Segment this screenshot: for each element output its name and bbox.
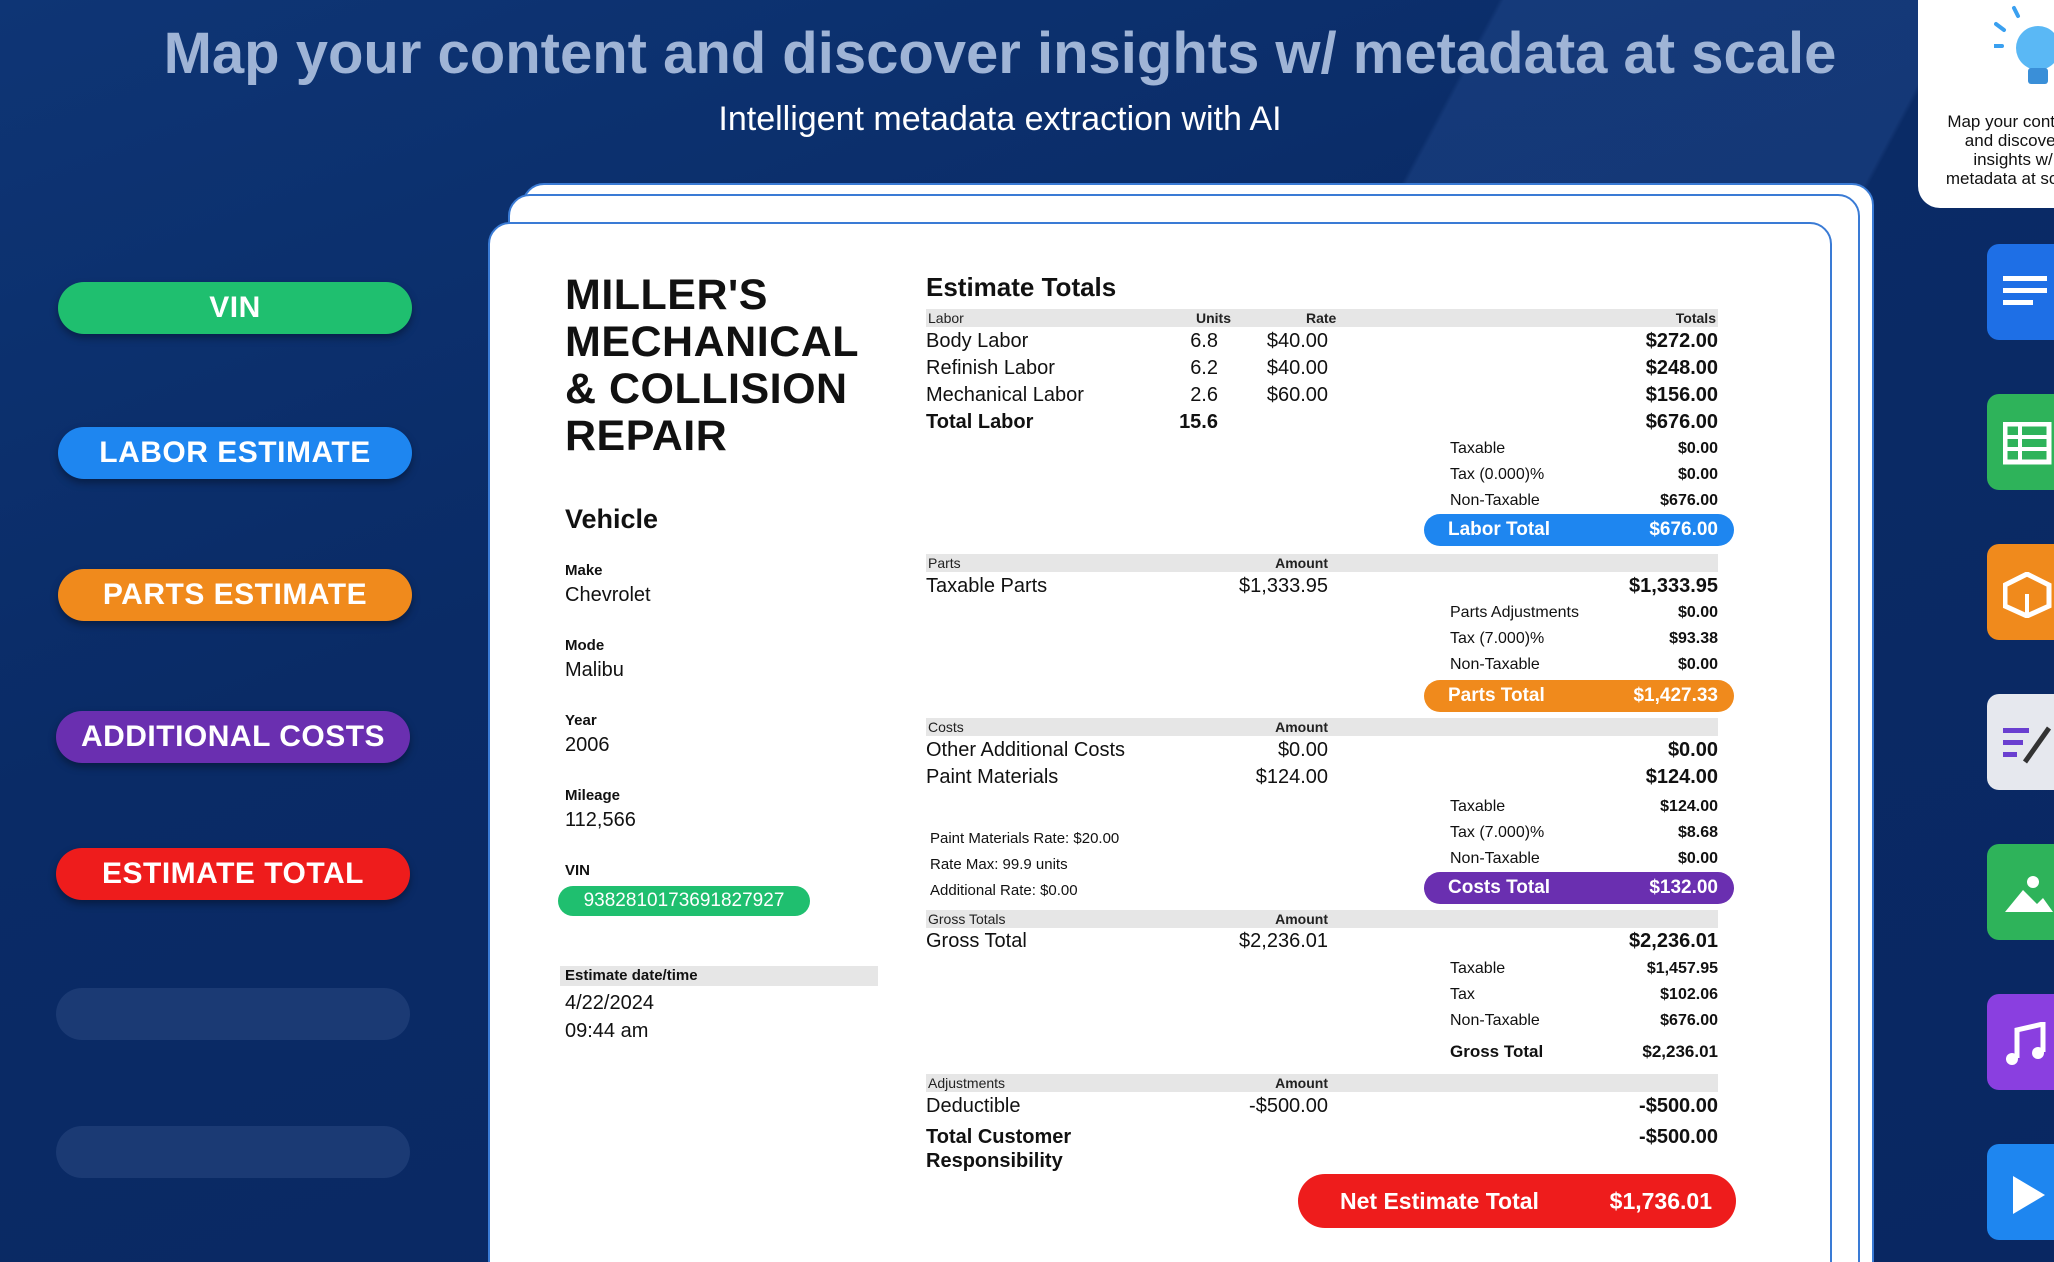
mileage-label: Mileage (565, 787, 621, 804)
table-row: Refinish Labor 6.2 $40.00 $248.00 (926, 357, 1718, 379)
parts-sub-row: Tax (7.000)% $93.38 (1450, 630, 1718, 647)
additional-rate-note: Additional Rate: $0.00 (930, 882, 1078, 899)
costs-header-row: Costs Amount (926, 718, 1718, 736)
spreadsheet-icon[interactable] (1987, 394, 2054, 490)
make-label: Make (565, 562, 603, 579)
make-value: Chevrolet (565, 584, 651, 606)
insight-card-text: Map your content and discover insights w… (1945, 112, 2054, 188)
table-row: Mechanical Labor 2.6 $60.00 $156.00 (926, 384, 1718, 406)
net-estimate-total-badge: Net Estimate Total $1,736.01 (1298, 1174, 1736, 1228)
parts-total-badge: Parts Total $1,427.33 (1424, 680, 1734, 712)
model-label: Mode (565, 637, 605, 654)
labor-sub-row: Taxable $0.00 (1450, 440, 1718, 457)
labor-total-badge: Labor Total $676.00 (1424, 514, 1734, 546)
year-value: 2006 (565, 734, 610, 756)
package-icon[interactable] (1987, 544, 2054, 640)
total-labor-row: Total Labor 15.6 $676.00 (926, 411, 1718, 433)
page-headline: Map your content and discover insights w… (163, 21, 1837, 86)
table-row: Gross Total $2,236.01 $2,236.01 (926, 930, 1718, 952)
costs-sub-row: Non-Taxable $0.00 (1450, 850, 1718, 867)
costs-total-badge: Costs Total $132.00 (1424, 872, 1734, 904)
category-pill-placeholder (56, 988, 410, 1040)
parts-sub-row: Non-Taxable $0.00 (1450, 656, 1718, 673)
adjustments-header-row: Adjustments Amount (926, 1074, 1718, 1092)
table-row: Other Additional Costs $0.00 $0.00 (926, 739, 1718, 761)
rate-max-note: Rate Max: 99.9 units (930, 856, 1068, 873)
costs-sub-row: Tax (7.000)% $8.68 (1450, 824, 1718, 841)
audio-icon[interactable] (1987, 994, 2054, 1090)
image-icon[interactable] (1987, 844, 2054, 940)
category-pill-vin[interactable]: VIN (58, 282, 412, 334)
edit-icon[interactable] (1987, 694, 2054, 790)
parts-sub-row: Parts Adjustments $0.00 (1450, 604, 1718, 621)
estimate-datetime-label: Estimate date/time (560, 966, 878, 986)
labor-sub-row: Non-Taxable $676.00 (1450, 492, 1718, 509)
estimate-document: MILLER'S MECHANICAL & COLLISION REPAIR V… (490, 222, 1830, 1262)
labor-sub-row: Tax (0.000)% $0.00 (1450, 466, 1718, 483)
page-subheadline: Intelligent metadata extraction with AI (718, 100, 1282, 138)
gross-sub-row: Gross Total $2,236.01 (1450, 1042, 1718, 1061)
year-label: Year (565, 712, 597, 729)
video-icon[interactable] (1987, 1144, 2054, 1240)
gross-header-row: Gross Totals Amount (926, 910, 1718, 928)
document-icon[interactable] (1987, 244, 2054, 340)
lightbulb-icon (1994, 6, 2054, 84)
parts-header-row: Parts Amount (926, 554, 1718, 572)
vehicle-heading: Vehicle (565, 504, 659, 534)
labor-header-row: Labor Units Rate Totals (926, 309, 1718, 327)
model-value: Malibu (565, 659, 624, 681)
gross-sub-row: Tax $102.06 (1450, 986, 1718, 1003)
total-customer-responsibility-row: Total Customer Responsibility -$500.00 (926, 1126, 1718, 1172)
gross-sub-row: Non-Taxable $676.00 (1450, 1012, 1718, 1029)
estimate-date: 4/22/2024 (565, 992, 654, 1014)
category-pill-placeholder (56, 1126, 410, 1178)
category-pill-parts-estimate[interactable]: PARTS ESTIMATE (58, 569, 412, 621)
estimate-totals-heading: Estimate Totals (926, 272, 1117, 302)
category-pill-labor-estimate[interactable]: LABOR ESTIMATE (58, 427, 412, 479)
vin-label: VIN (565, 862, 591, 879)
category-pill-additional-costs[interactable]: ADDITIONAL COSTS (56, 711, 410, 763)
table-row: Taxable Parts $1,333.95 $1,333.95 (926, 575, 1718, 597)
costs-sub-row: Taxable $124.00 (1450, 798, 1718, 815)
insight-card[interactable]: Map your content and discover insights w… (1918, 0, 2054, 208)
category-pill-estimate-total[interactable]: ESTIMATE TOTAL (56, 848, 410, 900)
vin-value-highlight: 9382810173691827927 (558, 886, 810, 916)
mileage-value: 112,566 (565, 809, 636, 831)
estimate-time: 09:44 am (565, 1020, 649, 1042)
gross-sub-row: Taxable $1,457.95 (1450, 960, 1718, 977)
shop-name: MILLER'S MECHANICAL & COLLISION REPAIR (565, 271, 860, 460)
table-row: Deductible -$500.00 -$500.00 (926, 1095, 1718, 1117)
table-row: Paint Materials $124.00 $124.00 (926, 766, 1718, 788)
paint-rate-note: Paint Materials Rate: $20.00 (930, 830, 1120, 847)
table-row: Body Labor 6.8 $40.00 $272.00 (926, 330, 1718, 352)
